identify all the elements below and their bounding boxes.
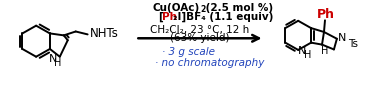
- Text: N: N: [49, 54, 57, 64]
- Text: (63% yield): (63% yield): [170, 33, 230, 43]
- Text: Cu(OAc): Cu(OAc): [153, 3, 200, 13]
- Text: H: H: [321, 46, 329, 56]
- Text: CH₂Cl₂, 23 °C, 12 h: CH₂Cl₂, 23 °C, 12 h: [150, 25, 249, 35]
- Text: H: H: [54, 58, 62, 68]
- Text: H: H: [304, 50, 312, 60]
- Text: NHTs: NHTs: [90, 27, 118, 40]
- Text: ₂I]BF₄ (1.1 equiv): ₂I]BF₄ (1.1 equiv): [173, 12, 274, 22]
- Text: · no chromatography: · no chromatography: [155, 58, 265, 68]
- Text: [: [: [158, 12, 163, 22]
- Text: · 3 g scale: · 3 g scale: [162, 47, 215, 57]
- Text: Ph: Ph: [162, 12, 177, 22]
- Text: 2: 2: [200, 5, 205, 14]
- Text: Ph: Ph: [317, 8, 335, 21]
- Text: Ts: Ts: [348, 39, 358, 49]
- Text: (2.5 mol %): (2.5 mol %): [202, 3, 273, 13]
- Text: N: N: [338, 33, 346, 43]
- Text: N: N: [298, 46, 306, 56]
